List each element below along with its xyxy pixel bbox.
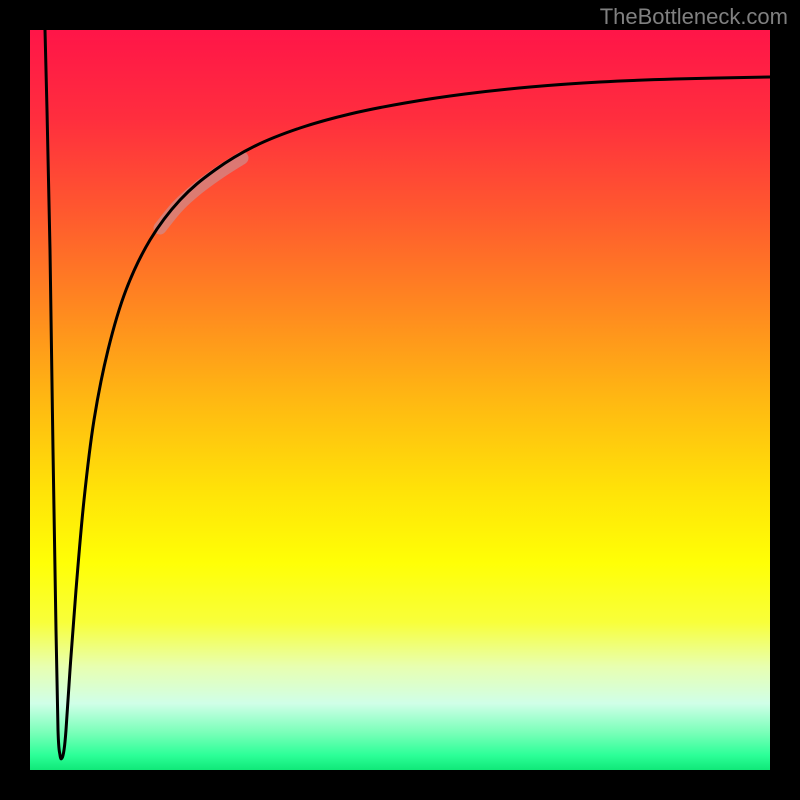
gradient-rect [30,30,770,770]
plot-area [30,30,770,770]
gradient-svg [30,30,770,770]
watermark-text: TheBottleneck.com [600,4,788,30]
chart-container: TheBottleneck.com [0,0,800,800]
